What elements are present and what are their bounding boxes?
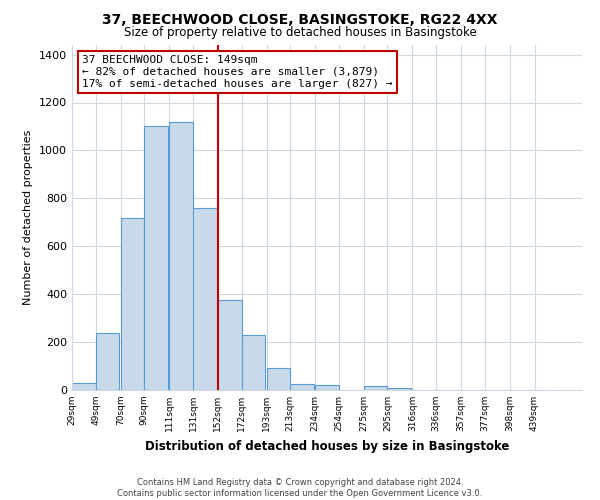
Bar	[169, 122, 193, 390]
X-axis label: Distribution of detached houses by size in Basingstoke: Distribution of detached houses by size …	[145, 440, 509, 452]
Bar	[388, 388, 411, 390]
Text: Size of property relative to detached houses in Basingstoke: Size of property relative to detached ho…	[124, 26, 476, 39]
Text: 37 BEECHWOOD CLOSE: 149sqm
← 82% of detached houses are smaller (3,879)
17% of s: 37 BEECHWOOD CLOSE: 149sqm ← 82% of deta…	[82, 56, 392, 88]
Bar	[315, 385, 339, 390]
Bar	[121, 218, 145, 390]
Bar	[145, 126, 168, 390]
Bar	[72, 383, 96, 390]
Y-axis label: Number of detached properties: Number of detached properties	[23, 130, 34, 305]
Bar	[218, 300, 242, 390]
Bar	[242, 335, 265, 390]
Bar	[96, 332, 119, 390]
Bar	[266, 368, 290, 390]
Text: Contains HM Land Registry data © Crown copyright and database right 2024.
Contai: Contains HM Land Registry data © Crown c…	[118, 478, 482, 498]
Bar	[193, 208, 217, 390]
Bar	[290, 384, 314, 390]
Bar	[364, 386, 388, 390]
Text: 37, BEECHWOOD CLOSE, BASINGSTOKE, RG22 4XX: 37, BEECHWOOD CLOSE, BASINGSTOKE, RG22 4…	[102, 12, 498, 26]
